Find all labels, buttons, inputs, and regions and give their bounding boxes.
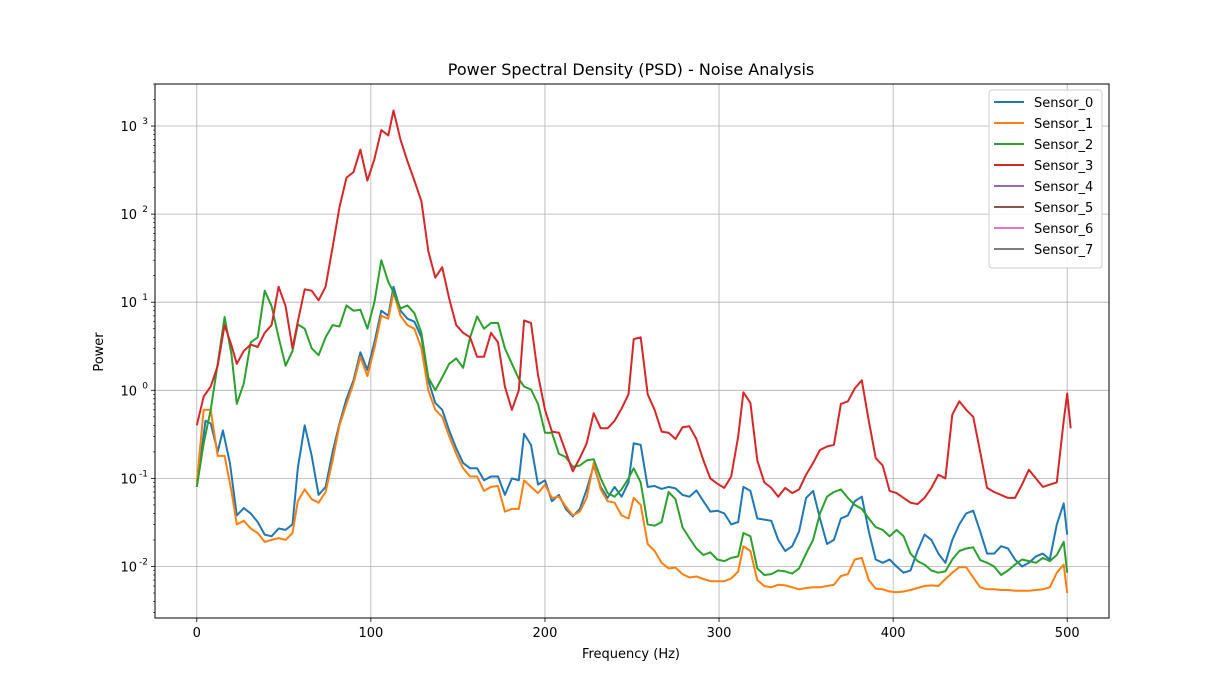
x-axis-label: Frequency (Hz) <box>582 647 680 662</box>
x-tick-label: 200 <box>533 626 558 641</box>
y-tick-label: 10 <box>120 472 137 487</box>
legend-entry: Sensor_2 <box>1034 138 1093 153</box>
x-tick-label: 0 <box>193 626 201 641</box>
y-tick-exponent: 0 <box>142 381 148 391</box>
chart-title: Power Spectral Density (PSD) - Noise Ana… <box>448 60 814 79</box>
axes-frame <box>154 83 1110 619</box>
x-tick-label: 400 <box>881 626 906 641</box>
legend-entry: Sensor_5 <box>1034 201 1093 216</box>
y-tick-exponent: 2 <box>142 205 148 215</box>
y-tick-exponent: 1 <box>142 293 148 303</box>
legend-entry: Sensor_0 <box>1034 96 1093 111</box>
legend-entry: Sensor_1 <box>1034 117 1093 132</box>
x-tick-label: 100 <box>358 626 383 641</box>
legend-entry: Sensor_7 <box>1034 243 1093 258</box>
legend: Sensor_0 Sensor_1 Sensor_2 Sensor_3 Sensor_4… <box>988 89 1103 269</box>
y-tick-exponent: -2 <box>139 557 148 567</box>
y-axis-label: Power <box>92 332 107 372</box>
legend-entry: Sensor_4 <box>1034 180 1093 195</box>
y-tick-exponent: -1 <box>139 469 148 479</box>
series-line-sensor-2 <box>195 259 1069 576</box>
series-line-sensor-3 <box>195 109 1072 506</box>
legend-entry: Sensor_6 <box>1034 222 1093 237</box>
y-tick-exponent: 3 <box>142 117 148 127</box>
x-tick-label: 300 <box>707 626 732 641</box>
y-tick-label: 10 <box>120 208 137 223</box>
y-tick-label: 10 <box>120 384 137 399</box>
legend-entry: Sensor_3 <box>1034 159 1093 174</box>
y-tick-label: 10 <box>120 560 137 575</box>
x-tick-label: 500 <box>1055 626 1080 641</box>
series-line-sensor-1 <box>195 291 1069 594</box>
y-tick-label: 10 <box>120 120 137 135</box>
y-tick-label: 10 <box>120 296 137 311</box>
legend-box <box>988 89 1103 269</box>
